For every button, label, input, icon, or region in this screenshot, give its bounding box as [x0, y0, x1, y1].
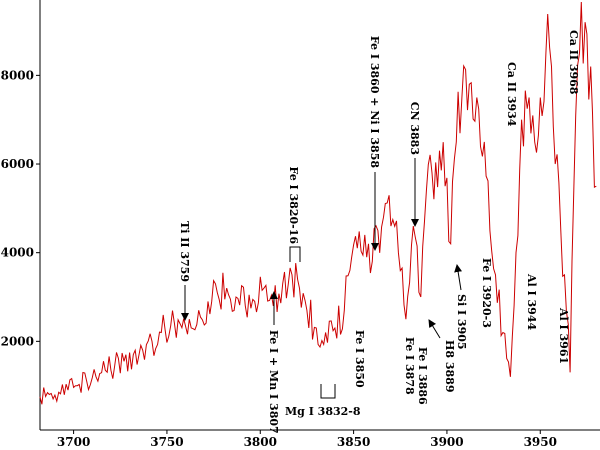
annotation-label: H8 3889	[443, 340, 456, 393]
annotation-label: Fe I 3886	[416, 347, 429, 405]
annotation-label: Fe I 3920-3	[480, 258, 493, 328]
annotation-ti-ii-3759: Ti II 3759	[178, 221, 191, 321]
annotation-label: CN 3883	[408, 102, 421, 155]
annotation-label: Fe I 3850	[353, 330, 366, 388]
y-tick-label: 2000	[1, 334, 34, 348]
spectrum-line	[39, 1, 597, 405]
annotation-label: Fe I 3878	[403, 337, 416, 395]
annotation-bracket	[320, 384, 336, 399]
x-tick-label: 3700	[57, 435, 90, 449]
y-tick-label: 8000	[1, 68, 34, 82]
annotation-cn-3883: CN 3883	[408, 102, 421, 227]
annotation-fe-i-3860-ni-i-3858: Fe I 3860 + Ni I 3858	[368, 36, 381, 251]
annotation-ca-ii-3934: Ca II 3934	[505, 62, 518, 127]
annotation-fe-i-mn-i-3807: Fe I + Mn I 3807	[267, 291, 280, 434]
annotation-h8-3889: H8 3889	[428, 319, 456, 393]
annotation-label: Ca II 3934	[505, 62, 518, 127]
annotation-label: Al I 3944	[525, 273, 538, 330]
x-tick-label: 3950	[524, 435, 557, 449]
annotation-fe-i-3886: Fe I 3886	[416, 347, 429, 405]
y-ticks: 2000 4000 6000 8000	[1, 68, 40, 348]
annotation-ca-ii-3968: Ca II 3968	[567, 30, 580, 95]
x-tick-label: 3900	[430, 435, 463, 449]
annotation-label: Al I 3961	[557, 307, 570, 364]
annotations: Ti II 3759 Fe I + Mn I 3807 Fe I 3820-16…	[178, 30, 580, 434]
annotation-fe-i-3920-3: Fe I 3920-3	[480, 258, 493, 328]
annotation-fe-i-3820-16: Fe I 3820-16	[287, 167, 301, 262]
x-tick-label: 3800	[244, 435, 277, 449]
annotation-label: Ti II 3759	[178, 221, 191, 282]
annotation-label: Mg I 3832-8	[285, 405, 361, 418]
annotation-label: Fe I + Mn I 3807	[267, 330, 280, 434]
annotation-al-i-3944: Al I 3944	[525, 273, 538, 330]
annotation-fe-i-3878: Fe I 3878	[403, 337, 416, 395]
y-tick-label: 4000	[1, 246, 34, 260]
x-tick-label: 3850	[337, 435, 370, 449]
annotation-mg-i-3832-8: Mg I 3832-8	[285, 384, 361, 418]
annotation-al-i-3961: Al I 3961	[557, 307, 570, 364]
annotation-label: Si I 3905	[455, 294, 468, 350]
annotation-label: Fe I 3820-16	[287, 167, 300, 245]
annotation-arrow	[428, 319, 441, 339]
y-tick-label: 6000	[1, 157, 34, 171]
x-tick-label: 3750	[150, 435, 183, 449]
annotation-label: Fe I 3860 + Ni I 3858	[368, 36, 381, 169]
annotation-fe-i-3850: Fe I 3850	[353, 330, 366, 388]
annotation-bracket	[289, 246, 301, 262]
annotation-label: Ca II 3968	[567, 30, 580, 95]
annotation-arrow	[454, 264, 463, 291]
x-ticks: 3700 3750 3800 3850 3900 3950	[57, 430, 557, 449]
annotation-si-i-3905: Si I 3905	[454, 264, 468, 350]
